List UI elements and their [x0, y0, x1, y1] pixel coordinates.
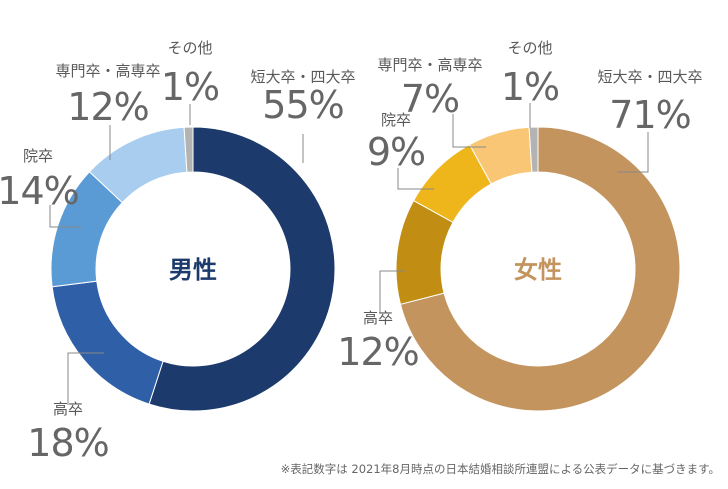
- donut-slice-male-4: [183, 126, 194, 173]
- leader-line: [452, 114, 486, 148]
- leader-line: [617, 132, 649, 173]
- footnote: ※表記数字は 2021年8月時点の日本結婚相談所連盟による公表データに基づきます…: [280, 462, 720, 476]
- slice-value: 1%: [161, 65, 219, 109]
- slice-value: 12%: [337, 330, 418, 374]
- slice-value: 18%: [27, 421, 108, 465]
- slice-label: 高卒: [53, 400, 83, 418]
- chart-title: 男性: [169, 256, 217, 284]
- slice-label: 院卒: [23, 147, 53, 165]
- slice-label: 院卒: [381, 111, 411, 129]
- donut-female: 女性 短大卒・四大卒 71% 高卒 12% 院卒9% 専門卒・高専卒 7% その他 1%: [337, 39, 703, 412]
- slice-label: 短大卒・四大卒: [597, 68, 702, 86]
- leader-line: [67, 352, 104, 405]
- donut-slice-male-1: [51, 280, 164, 405]
- slice-value: 71%: [609, 93, 690, 137]
- slice-value: 55%: [262, 83, 343, 127]
- leader-line: [379, 270, 405, 313]
- slice-label: 短大卒・四大卒: [250, 68, 355, 86]
- donut-slice-female-4: [528, 126, 539, 173]
- slice-value: 9%: [367, 130, 425, 174]
- leader-line: [49, 205, 82, 228]
- donut-slice-female-0: [399, 126, 681, 412]
- chart-title: 女性: [514, 256, 562, 284]
- leader-line: [397, 168, 434, 190]
- slice-value: 12%: [67, 85, 148, 129]
- slice-value: 7%: [401, 77, 459, 121]
- slice-value: 1%: [501, 65, 559, 109]
- slice-label: その他: [167, 39, 212, 57]
- donut-slice-male-0: [148, 126, 336, 412]
- slice-value: 14%: [0, 169, 79, 213]
- slice-label: 専門卒・高専卒: [55, 62, 160, 80]
- slice-label: その他: [507, 39, 552, 57]
- slice-label: 専門卒・高専卒: [377, 56, 482, 74]
- slice-label: 高卒: [363, 309, 393, 327]
